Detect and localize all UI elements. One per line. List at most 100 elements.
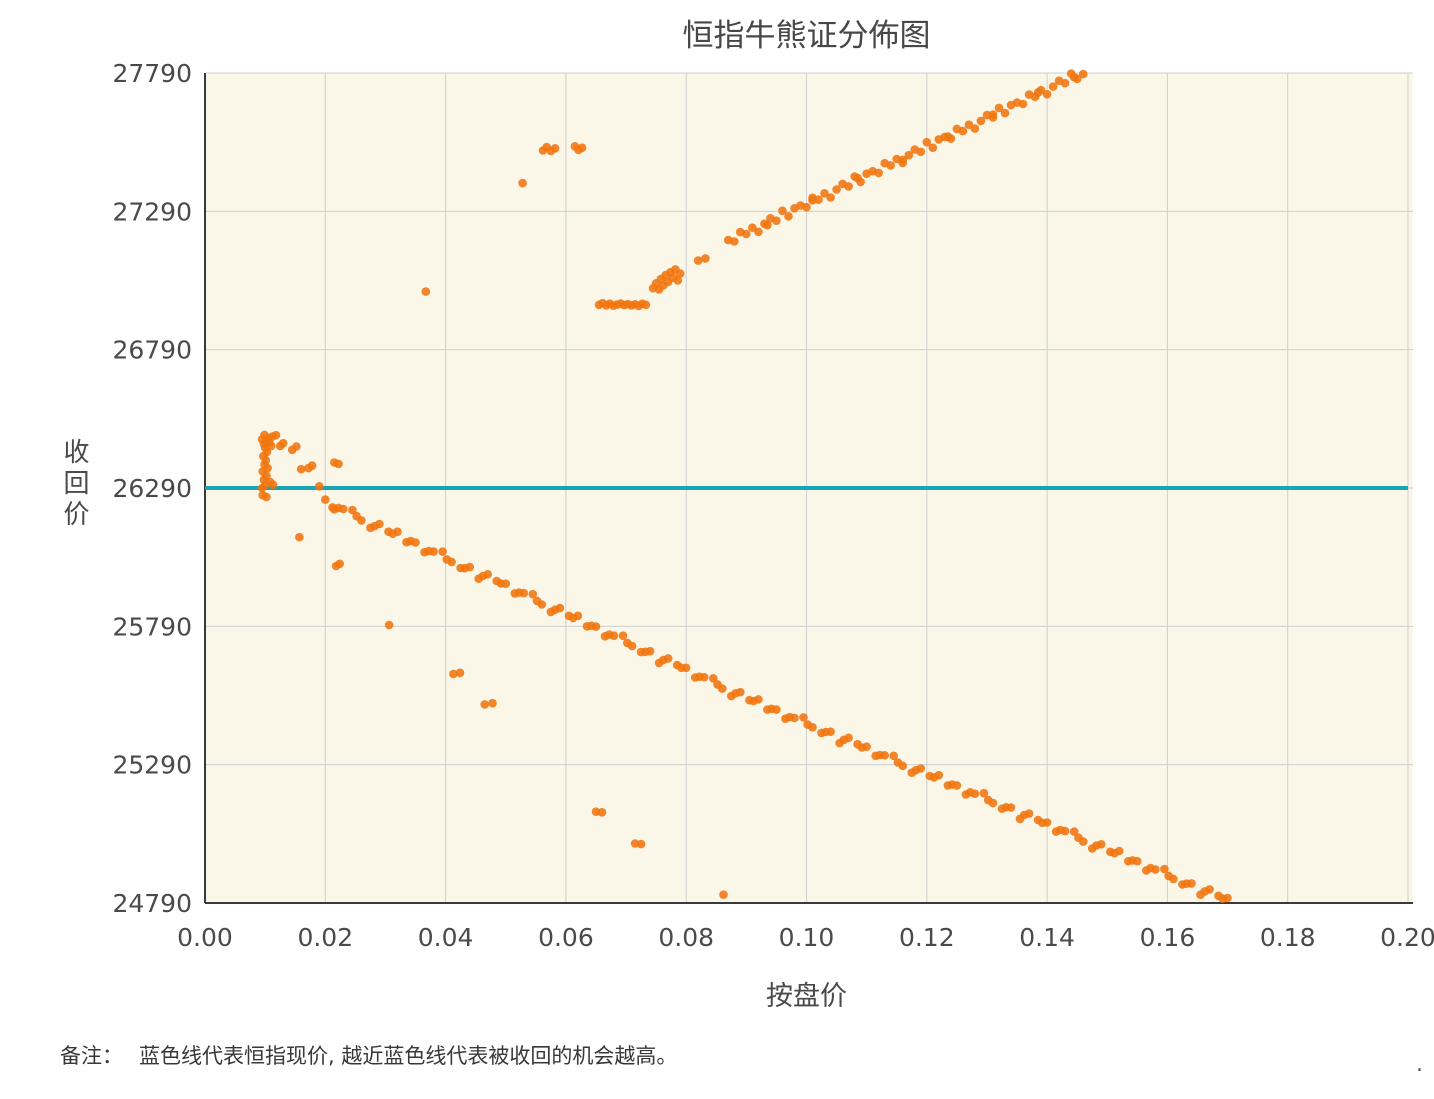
scatter-point bbox=[518, 178, 527, 188]
scatter-point bbox=[943, 132, 953, 141]
y-tick-label: 25790 bbox=[112, 612, 192, 641]
scatter-point bbox=[1038, 818, 1047, 828]
y-tick-label: 26290 bbox=[112, 474, 192, 503]
scatter-point bbox=[772, 216, 781, 225]
scatter-point bbox=[352, 511, 361, 521]
scatter-point bbox=[763, 220, 772, 230]
scatter-point bbox=[1078, 69, 1088, 79]
scatter-point bbox=[875, 750, 885, 760]
scatter-point bbox=[719, 890, 728, 899]
scatter-point bbox=[898, 155, 907, 165]
scatter-point bbox=[911, 765, 921, 775]
scatter-point bbox=[701, 254, 710, 263]
scatter-point bbox=[709, 674, 718, 683]
scatter-point bbox=[335, 559, 345, 569]
scatter-point bbox=[742, 229, 751, 239]
scatter-point bbox=[424, 546, 434, 556]
x-tick-label: 0.08 bbox=[658, 923, 714, 952]
scatter-point bbox=[258, 490, 268, 500]
footnote-text: 蓝色线代表恒指现价, 越近蓝色线代表被收回的机会越高。 bbox=[139, 1044, 678, 1068]
scatter-point bbox=[675, 269, 685, 278]
scatter-point bbox=[266, 441, 276, 451]
scatter-point bbox=[904, 150, 914, 160]
scatter-point bbox=[983, 795, 993, 805]
scatter-point bbox=[296, 464, 306, 474]
scatter-point bbox=[496, 579, 506, 588]
scatter-point bbox=[406, 536, 416, 546]
scatter-point bbox=[315, 482, 324, 491]
scatter-point bbox=[550, 605, 560, 614]
scatter-point bbox=[421, 287, 431, 296]
scatter-point bbox=[994, 103, 1004, 113]
scatter-point bbox=[1048, 82, 1058, 91]
scatter-point bbox=[928, 143, 938, 152]
scatter-point bbox=[1218, 894, 1227, 903]
scatter-point bbox=[979, 788, 989, 798]
scatter-point bbox=[636, 839, 646, 849]
scatter-point bbox=[886, 161, 895, 170]
stray-period: . bbox=[1416, 1052, 1423, 1077]
scatter-point bbox=[731, 689, 740, 698]
scatter-point bbox=[388, 529, 398, 538]
scatter-point bbox=[784, 212, 793, 221]
y-tick-label: 27290 bbox=[112, 197, 192, 226]
scatter-point bbox=[893, 758, 903, 767]
y-tick-label: 24790 bbox=[112, 889, 192, 918]
scatter-point bbox=[455, 668, 465, 678]
scatter-point bbox=[695, 672, 704, 681]
scatter-point bbox=[641, 300, 651, 310]
scatter-point bbox=[693, 256, 703, 265]
scatter-point bbox=[618, 631, 628, 640]
scatter-point bbox=[754, 227, 763, 237]
scatter-point bbox=[348, 505, 357, 515]
scatter-point bbox=[988, 110, 998, 119]
y-tick-label: 25290 bbox=[112, 751, 192, 780]
scatter-point bbox=[604, 630, 614, 639]
scatter-point bbox=[577, 143, 587, 152]
scatter-point bbox=[748, 223, 757, 232]
x-tick-label: 0.02 bbox=[297, 923, 353, 952]
footnote: 备注： 蓝色线代表恒指现价, 越近蓝色线代表被收回的机会越高。 bbox=[60, 1040, 677, 1070]
scatter-point bbox=[278, 438, 288, 448]
scatter-point bbox=[970, 124, 980, 133]
scatter-point bbox=[321, 495, 330, 504]
scatter-point bbox=[947, 780, 957, 789]
x-tick-label: 0.00 bbox=[177, 923, 233, 952]
scatter-point bbox=[929, 773, 939, 782]
scatter-point bbox=[265, 477, 275, 487]
scatter-point bbox=[808, 196, 817, 205]
scatter-point bbox=[597, 808, 607, 817]
scatter-point bbox=[334, 459, 343, 469]
scatter-point bbox=[820, 189, 829, 198]
scatter-point bbox=[677, 663, 686, 673]
scatter-point bbox=[370, 521, 379, 531]
scatter-point bbox=[1069, 827, 1079, 836]
scatter-point bbox=[586, 621, 596, 631]
x-tick-label: 0.10 bbox=[779, 923, 835, 952]
scatter-point bbox=[449, 669, 458, 679]
scatter-point bbox=[307, 461, 317, 470]
scatter-point bbox=[1160, 864, 1169, 874]
scatter-point bbox=[802, 202, 811, 212]
scatter-point bbox=[1110, 848, 1119, 858]
scatter-point bbox=[1146, 863, 1155, 873]
scatter-point bbox=[550, 144, 560, 153]
scatter-point bbox=[958, 126, 968, 136]
scatter-point bbox=[922, 137, 932, 147]
scatter-point bbox=[528, 589, 538, 599]
x-axis-title: 按盘价 bbox=[766, 981, 847, 1012]
scatter-point bbox=[442, 555, 452, 564]
scatter-point bbox=[749, 696, 758, 706]
scatter-point bbox=[1182, 879, 1191, 888]
scatter-point bbox=[460, 563, 470, 573]
scatter-point bbox=[713, 680, 722, 689]
y-axis-title: 收回价 bbox=[59, 438, 89, 531]
scatter-point bbox=[803, 720, 812, 729]
scatter-point bbox=[1033, 88, 1043, 97]
scatter-point bbox=[480, 700, 490, 709]
x-tick-label: 0.14 bbox=[1019, 923, 1075, 952]
scatter-point bbox=[1074, 833, 1083, 842]
scatter-point bbox=[295, 532, 304, 542]
